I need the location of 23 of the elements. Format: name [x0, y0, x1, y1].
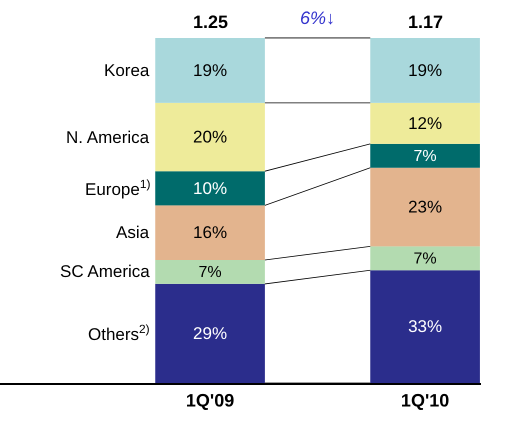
x-tick-label: 1Q'09 — [186, 390, 234, 410]
series-label: Asia — [116, 223, 150, 242]
data-label: 23% — [408, 198, 442, 217]
series-label: N. America — [66, 128, 150, 147]
series-label: Others$^{2)}$ — [88, 322, 150, 344]
data-label: 29% — [193, 324, 228, 343]
data-label: 7% — [198, 263, 222, 282]
series-label: SC America — [60, 262, 150, 281]
data-label: 33% — [408, 317, 442, 336]
data-label: 16% — [193, 223, 228, 242]
data-label: 12% — [408, 114, 442, 133]
series-label: Korea — [104, 61, 150, 80]
data-label: 7% — [414, 249, 437, 268]
data-label: 7% — [414, 147, 437, 165]
data-label: 20% — [193, 128, 228, 147]
series-label: Europe$^{1)}$ — [85, 177, 150, 200]
text: 1.25 — [193, 12, 228, 32]
text: 1.17 — [408, 12, 444, 32]
text: 6%↓ — [300, 8, 336, 28]
data-label: 10% — [193, 178, 228, 198]
data-label: 19% — [193, 60, 228, 80]
x-tick-label: 1Q'10 — [400, 390, 450, 410]
data-label: 19% — [408, 60, 442, 80]
